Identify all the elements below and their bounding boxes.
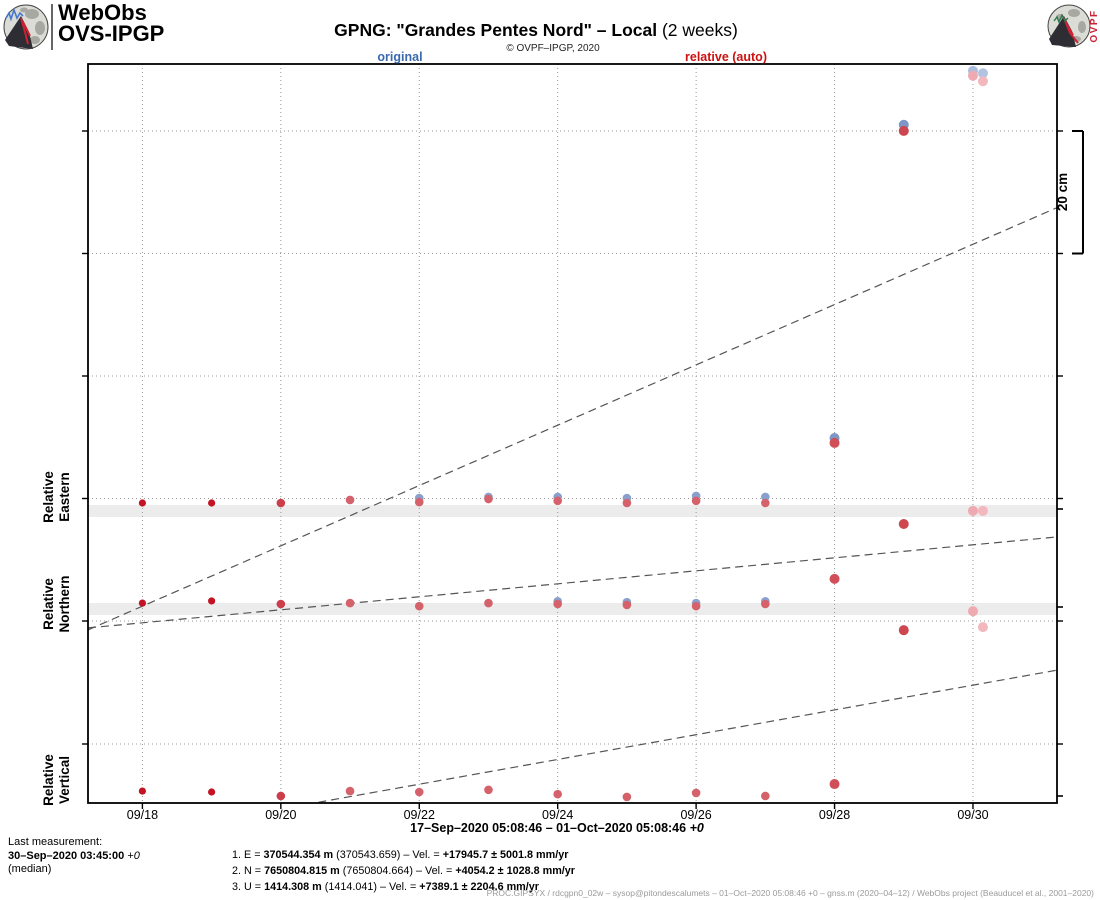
x-tick-label: 09/26	[680, 808, 712, 822]
point-eastern_relative	[829, 437, 840, 448]
point-northern_relative	[829, 573, 840, 584]
point-northern_relative	[484, 598, 493, 608]
x-tick-label: 09/24	[542, 808, 574, 822]
page-title: GPNG: "Grandes Pentes Nord" – Local (2 w…	[0, 20, 1072, 41]
last-measurement-note: (median)	[8, 863, 52, 875]
webobs-logo-subtitle: OVS-IPGP	[58, 21, 165, 46]
y-axis-label-eastern: Relative Eastern	[41, 449, 73, 545]
y-label-line1: Relative	[41, 754, 56, 806]
time-range-label: 17–Sep–2020 05:08:46 – 01–Oct–2020 05:08…	[410, 821, 704, 835]
point-eastern_relative	[484, 494, 493, 504]
point-vertical_relative	[691, 788, 701, 798]
point-vertical_relative	[345, 786, 355, 796]
point-northern_relative	[138, 599, 147, 607]
point-eastern_relative	[691, 496, 701, 506]
page-title-normal: (2 weeks)	[657, 20, 738, 40]
last-measurement-block: Last measurement: 30–Sep–2020 03:45:00 +…	[8, 836, 140, 877]
point-eastern_relative	[345, 495, 355, 505]
point-northern_relative	[622, 600, 632, 610]
last-measurement-suffix: +0	[124, 849, 140, 862]
process-footer: PROC.GIPSYX / rdcgpn0_02w – sysop@pitond…	[486, 888, 1094, 898]
point-northern_relative	[276, 599, 286, 609]
trend-line-northern	[88, 536, 1057, 629]
y-label-line1: Relative	[41, 578, 56, 630]
point-vertical_relative	[276, 791, 286, 801]
y-label-line1: Relative	[41, 471, 56, 523]
point-vertical_relative	[414, 787, 424, 797]
point-eastern_relative	[898, 125, 909, 136]
y-label-line2: Eastern	[56, 472, 72, 522]
x-tick-label: 09/30	[957, 808, 989, 822]
point-eastern_relative	[977, 76, 988, 87]
measurement-line: 2. N = 7650804.815 m (7650804.664) – Vel…	[232, 865, 576, 878]
y-label-line2: Northern	[56, 575, 72, 633]
point-eastern_relative	[208, 499, 216, 507]
zero-reference-band	[88, 603, 1057, 615]
ovpf-logo-icon	[1047, 4, 1091, 48]
point-vertical_relative	[967, 606, 978, 617]
plot-frame	[87, 63, 1058, 804]
measurement-line: 1. E = 370544.354 m (370543.659) – Vel. …	[232, 849, 569, 861]
point-northern_relative	[208, 597, 216, 605]
component-measurements: 1. E = 370544.354 m (370543.659) – Vel. …	[232, 847, 575, 896]
point-northern_relative	[761, 599, 770, 609]
point-vertical_relative	[977, 622, 988, 633]
point-eastern_relative	[138, 499, 147, 507]
scalebar-label: 20 cm	[1055, 172, 1070, 212]
x-tick-label: 09/28	[818, 808, 851, 822]
point-northern_relative	[967, 505, 978, 516]
last-measurement-label: Last measurement:	[8, 836, 103, 848]
point-eastern_relative	[553, 496, 562, 506]
point-northern_relative	[691, 601, 701, 611]
y-label-line2: Vertical	[56, 755, 72, 805]
point-eastern_original	[977, 68, 988, 79]
point-vertical_relative	[622, 792, 632, 802]
point-eastern_original	[761, 492, 770, 502]
x-tick-label: 09/18	[126, 808, 159, 822]
ovpf-logo-text: OVPF	[1089, 9, 1100, 43]
point-northern_relative	[977, 505, 988, 516]
webobs-logo: WebObs OVS-IPGP	[2, 2, 164, 52]
point-northern_relative	[345, 598, 355, 608]
measurement-line: 3. U = 1414.308 m (1414.041) – Vel. = +7…	[232, 881, 539, 894]
webobs-logo-title: WebObs	[58, 0, 147, 25]
legend-relative: relative (auto)	[685, 50, 767, 64]
point-northern_relative	[414, 601, 424, 611]
point-vertical_relative	[208, 788, 216, 796]
last-measurement-value: 30–Sep–2020 03:45:00	[8, 849, 125, 862]
page-title-bold: GPNG: "Grandes Pentes Nord" – Local	[334, 20, 658, 40]
y-axis-label-vertical: Relative Vertical	[41, 732, 73, 828]
point-vertical_relative	[898, 625, 909, 636]
point-eastern_relative	[276, 498, 286, 508]
point-vertical_relative	[484, 785, 493, 795]
legend-original: original	[377, 50, 423, 64]
x-tick-label: 09/22	[403, 808, 435, 822]
copyright-subtitle: © OVPF–IPGP, 2020	[506, 43, 600, 54]
point-northern_relative	[553, 599, 562, 609]
point-vertical_relative	[761, 791, 770, 801]
point-vertical_relative	[829, 779, 840, 790]
point-eastern_relative	[414, 497, 424, 507]
x-tick-label: 09/20	[265, 808, 297, 822]
point-northern_relative	[898, 519, 909, 530]
point-eastern_relative	[967, 70, 978, 81]
point-eastern_relative	[622, 498, 632, 508]
trend-line-vertical	[310, 669, 1057, 803]
point-eastern_relative	[761, 498, 770, 508]
point-vertical_relative	[553, 789, 562, 799]
point-vertical_relative	[138, 787, 147, 795]
y-axis-label-northern: Relative Northern	[41, 556, 73, 652]
trend-line-eastern	[88, 207, 1057, 631]
webobs-globe-icon	[3, 4, 53, 50]
zero-reference-band	[88, 505, 1057, 517]
